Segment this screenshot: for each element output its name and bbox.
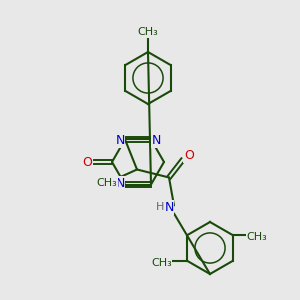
Text: CH₃: CH₃: [246, 232, 267, 242]
Text: N: N: [115, 134, 125, 147]
Text: H: H: [156, 202, 164, 212]
Text: CH₃: CH₃: [97, 178, 117, 188]
Text: N: N: [115, 177, 125, 190]
Text: CH₃: CH₃: [138, 27, 158, 37]
Text: CH₃: CH₃: [151, 258, 172, 268]
Text: N: N: [164, 201, 174, 214]
Text: O: O: [184, 149, 194, 162]
Text: N: N: [151, 134, 161, 147]
Text: O: O: [82, 155, 92, 169]
